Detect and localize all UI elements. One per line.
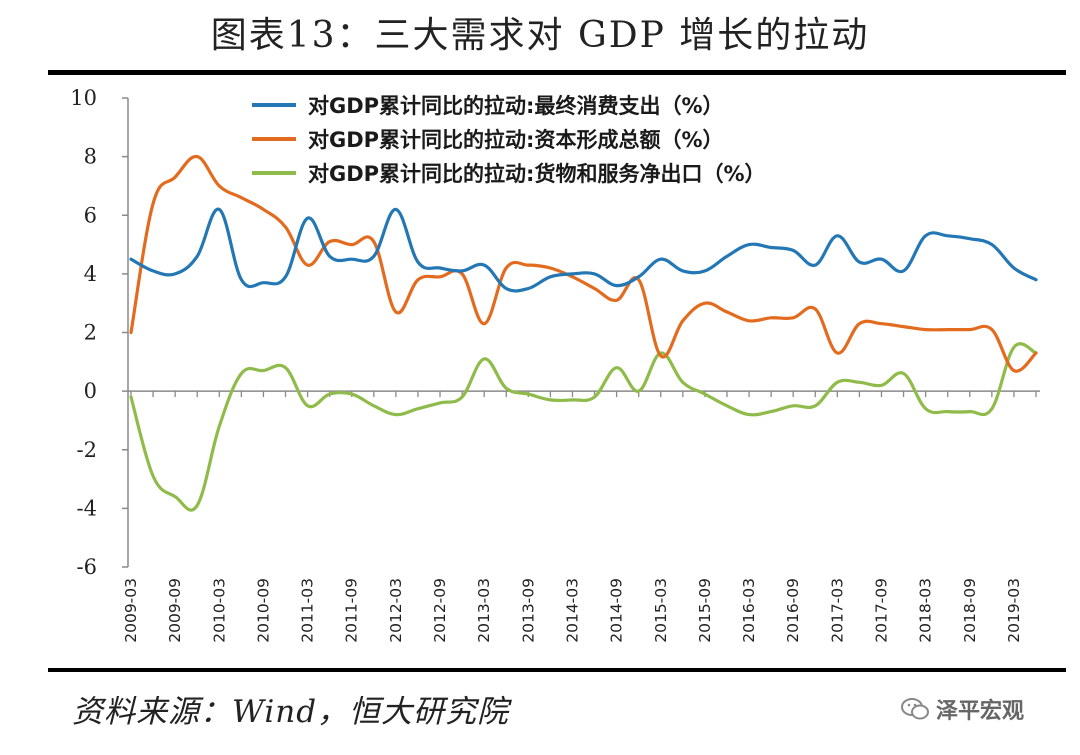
y-tick-label: 6 [84, 203, 97, 227]
x-tick-label: 2010-09 [254, 578, 272, 643]
y-tick-label: 2 [84, 321, 97, 345]
x-tick-label: 2018-03 [917, 578, 935, 643]
x-tick-label: 2015-09 [696, 578, 714, 643]
legend-label-net-export: 对GDP累计同比的拉动:货物和服务净出口（%） [308, 162, 766, 186]
watermark-text: 泽平宏观 [936, 699, 1025, 724]
x-tick-label: 2013-09 [519, 578, 537, 643]
y-tick-label: -6 [77, 555, 97, 579]
legend-item-consumption: 对GDP累计同比的拉动:最终消费支出（%） [252, 88, 766, 122]
x-tick-label: 2011-03 [299, 578, 317, 643]
wechat-icon [901, 698, 929, 720]
x-tick-label: 2013-03 [475, 578, 493, 643]
series-line-consumption [129, 207, 1038, 293]
x-tick-label: 2014-09 [608, 578, 626, 643]
watermark: 泽平宏观 [900, 693, 1024, 725]
y-tick-label: -2 [77, 438, 97, 462]
x-tick-label: 2010-03 [210, 578, 228, 643]
x-tick-label: 2009-09 [166, 578, 184, 643]
y-tick-label: 0 [84, 379, 97, 403]
series-line-net-export [129, 342, 1038, 512]
y-tick-label: 10 [70, 86, 97, 110]
x-tick-label: 2016-09 [784, 578, 802, 643]
legend: 对GDP累计同比的拉动:最终消费支出（%） 对GDP累计同比的拉动:资本形成总额… [252, 88, 766, 190]
x-tick-label: 2018-09 [961, 578, 979, 643]
x-tick-label: 2012-03 [387, 578, 405, 643]
legend-swatch-net-export [252, 171, 296, 175]
legend-item-capital: 对GDP累计同比的拉动:资本形成总额（%） [252, 122, 766, 156]
y-tick-label: -4 [77, 496, 97, 520]
series-line-capital [129, 154, 1038, 373]
chart-title: 图表13：三大需求对 GDP 增长的拉动 [210, 15, 870, 56]
top-rule [48, 70, 1066, 75]
x-tick-label: 2009-03 [122, 578, 140, 643]
x-tick-label: 2012-09 [431, 578, 449, 643]
y-tick-label: 8 [84, 145, 97, 169]
legend-item-net-export: 对GDP累计同比的拉动:货物和服务净出口（%） [252, 156, 766, 190]
y-tick-label: 4 [84, 262, 97, 286]
line-chart: 10 8 6 4 2 0 -2 -4 -6 2009-03 2009-09 2010-03 2010-… [70, 86, 1040, 643]
legend-swatch-capital [252, 137, 296, 141]
legend-swatch-consumption [252, 103, 296, 107]
x-tick-label: 2017-09 [872, 578, 890, 643]
x-tick-label: 2016-03 [740, 578, 758, 643]
legend-label-capital: 对GDP累计同比的拉动:资本形成总额（%） [308, 128, 724, 152]
x-tick-label: 2019-03 [1005, 578, 1023, 643]
x-tick-label: 2014-03 [563, 578, 581, 643]
x-tick-label: 2015-03 [652, 578, 670, 643]
source-note: 资料来源：Wind，恒大研究院 [72, 694, 510, 730]
legend-label-consumption: 对GDP累计同比的拉动:最终消费支出（%） [308, 94, 724, 118]
x-tick-label: 2011-09 [343, 578, 361, 643]
x-tick-label: 2017-03 [828, 578, 846, 643]
bottom-rule [48, 668, 1066, 672]
